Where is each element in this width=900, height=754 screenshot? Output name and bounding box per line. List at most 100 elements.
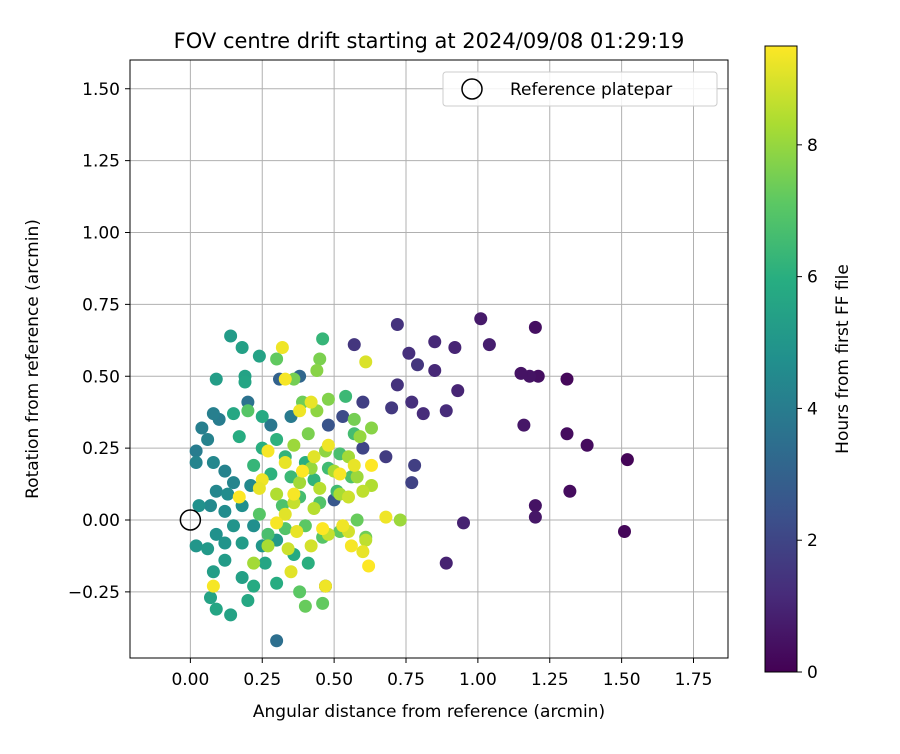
y-axis-label: Rotation from reference (arcmin) — [23, 219, 43, 499]
data-point — [281, 542, 295, 556]
x-tick-label: 1.50 — [603, 670, 641, 690]
reference-marker — [179, 509, 202, 531]
data-point — [350, 470, 364, 484]
data-point — [307, 502, 321, 515]
data-point — [563, 484, 577, 498]
data-point — [293, 585, 307, 599]
data-point — [270, 576, 284, 590]
colorbar-label: Hours from first FF file — [833, 264, 853, 454]
data-point — [209, 602, 223, 616]
x-tick-label: 0.00 — [171, 670, 209, 690]
data-point — [347, 338, 361, 352]
data-point — [528, 510, 542, 524]
data-point — [252, 507, 266, 521]
data-point — [359, 533, 373, 547]
data-point — [428, 335, 442, 349]
data-point — [293, 476, 307, 490]
data-point — [275, 341, 289, 354]
x-tick-label: 1.75 — [675, 670, 713, 690]
data-point — [347, 412, 361, 426]
data-point — [528, 499, 542, 513]
y-tick-label: 1.50 — [82, 80, 120, 100]
data-point — [204, 499, 217, 513]
data-point — [405, 395, 419, 409]
data-point — [344, 539, 358, 553]
data-point — [457, 516, 470, 530]
colorbar-tick-label: 0 — [807, 663, 818, 683]
colorbar-tick-label: 2 — [807, 531, 818, 551]
data-point — [365, 458, 378, 472]
data-point — [192, 499, 206, 513]
data-point — [356, 441, 370, 455]
data-point — [278, 456, 292, 469]
data-point — [301, 556, 315, 570]
colorbar: 0 2 4 6 8 Hours from first FF file — [764, 45, 853, 683]
grid-lines — [130, 60, 728, 658]
data-point — [342, 490, 355, 504]
data-point — [296, 464, 309, 478]
data-point — [270, 634, 284, 648]
data-point — [319, 579, 332, 593]
data-point — [209, 527, 223, 541]
data-point — [356, 395, 370, 409]
data-point — [365, 421, 378, 435]
data-point — [189, 444, 203, 458]
data-point — [390, 378, 404, 392]
data-point — [416, 407, 430, 421]
legend-marker-icon — [461, 78, 483, 100]
data-point — [482, 338, 496, 352]
data-point — [560, 427, 574, 441]
data-point — [321, 392, 335, 406]
data-point — [232, 430, 246, 444]
data-point — [201, 542, 215, 556]
data-point — [218, 536, 232, 550]
x-tick-label: 0.75 — [387, 670, 425, 690]
y-tick-label: 1.25 — [82, 152, 120, 172]
data-point — [439, 404, 453, 418]
data-point — [390, 318, 404, 331]
data-point — [298, 599, 312, 613]
data-point — [379, 510, 393, 524]
x-axis-ticks: 0.00 0.25 0.50 0.75 1.00 1.25 1.50 1.75 — [171, 658, 712, 690]
data-point — [379, 450, 393, 464]
data-point — [620, 453, 634, 467]
data-point — [287, 438, 301, 452]
data-point — [270, 352, 284, 366]
data-point — [356, 484, 370, 498]
data-point — [189, 456, 203, 469]
data-point — [304, 395, 318, 409]
x-tick-label: 1.25 — [531, 670, 569, 690]
data-point — [206, 565, 220, 579]
data-point — [428, 364, 442, 377]
y-tick-label: 0.50 — [82, 367, 120, 387]
x-tick-label: 0.25 — [243, 670, 281, 690]
data-point — [517, 418, 531, 432]
data-point — [560, 372, 574, 386]
data-point — [278, 507, 292, 521]
data-point — [209, 372, 223, 386]
chart-title: FOV centre drift starting at 2024/09/08 … — [174, 29, 685, 53]
colorbar-gradient — [764, 45, 798, 673]
data-point — [316, 522, 330, 536]
data-point — [287, 487, 301, 501]
data-point — [235, 571, 249, 584]
data-point — [270, 487, 284, 501]
data-point — [307, 450, 321, 464]
data-point — [350, 513, 364, 527]
data-point — [206, 456, 220, 469]
data-point — [313, 352, 327, 366]
data-point — [255, 410, 269, 423]
data-point — [261, 444, 275, 458]
data-points — [189, 312, 634, 648]
y-tick-label: 0.00 — [82, 511, 120, 531]
data-point — [218, 464, 232, 478]
data-point — [316, 332, 330, 346]
data-point — [353, 430, 367, 444]
data-point — [528, 320, 542, 334]
data-point — [270, 516, 284, 530]
data-point — [252, 349, 266, 363]
data-point — [301, 427, 315, 441]
y-tick-label: 0.25 — [82, 439, 120, 459]
